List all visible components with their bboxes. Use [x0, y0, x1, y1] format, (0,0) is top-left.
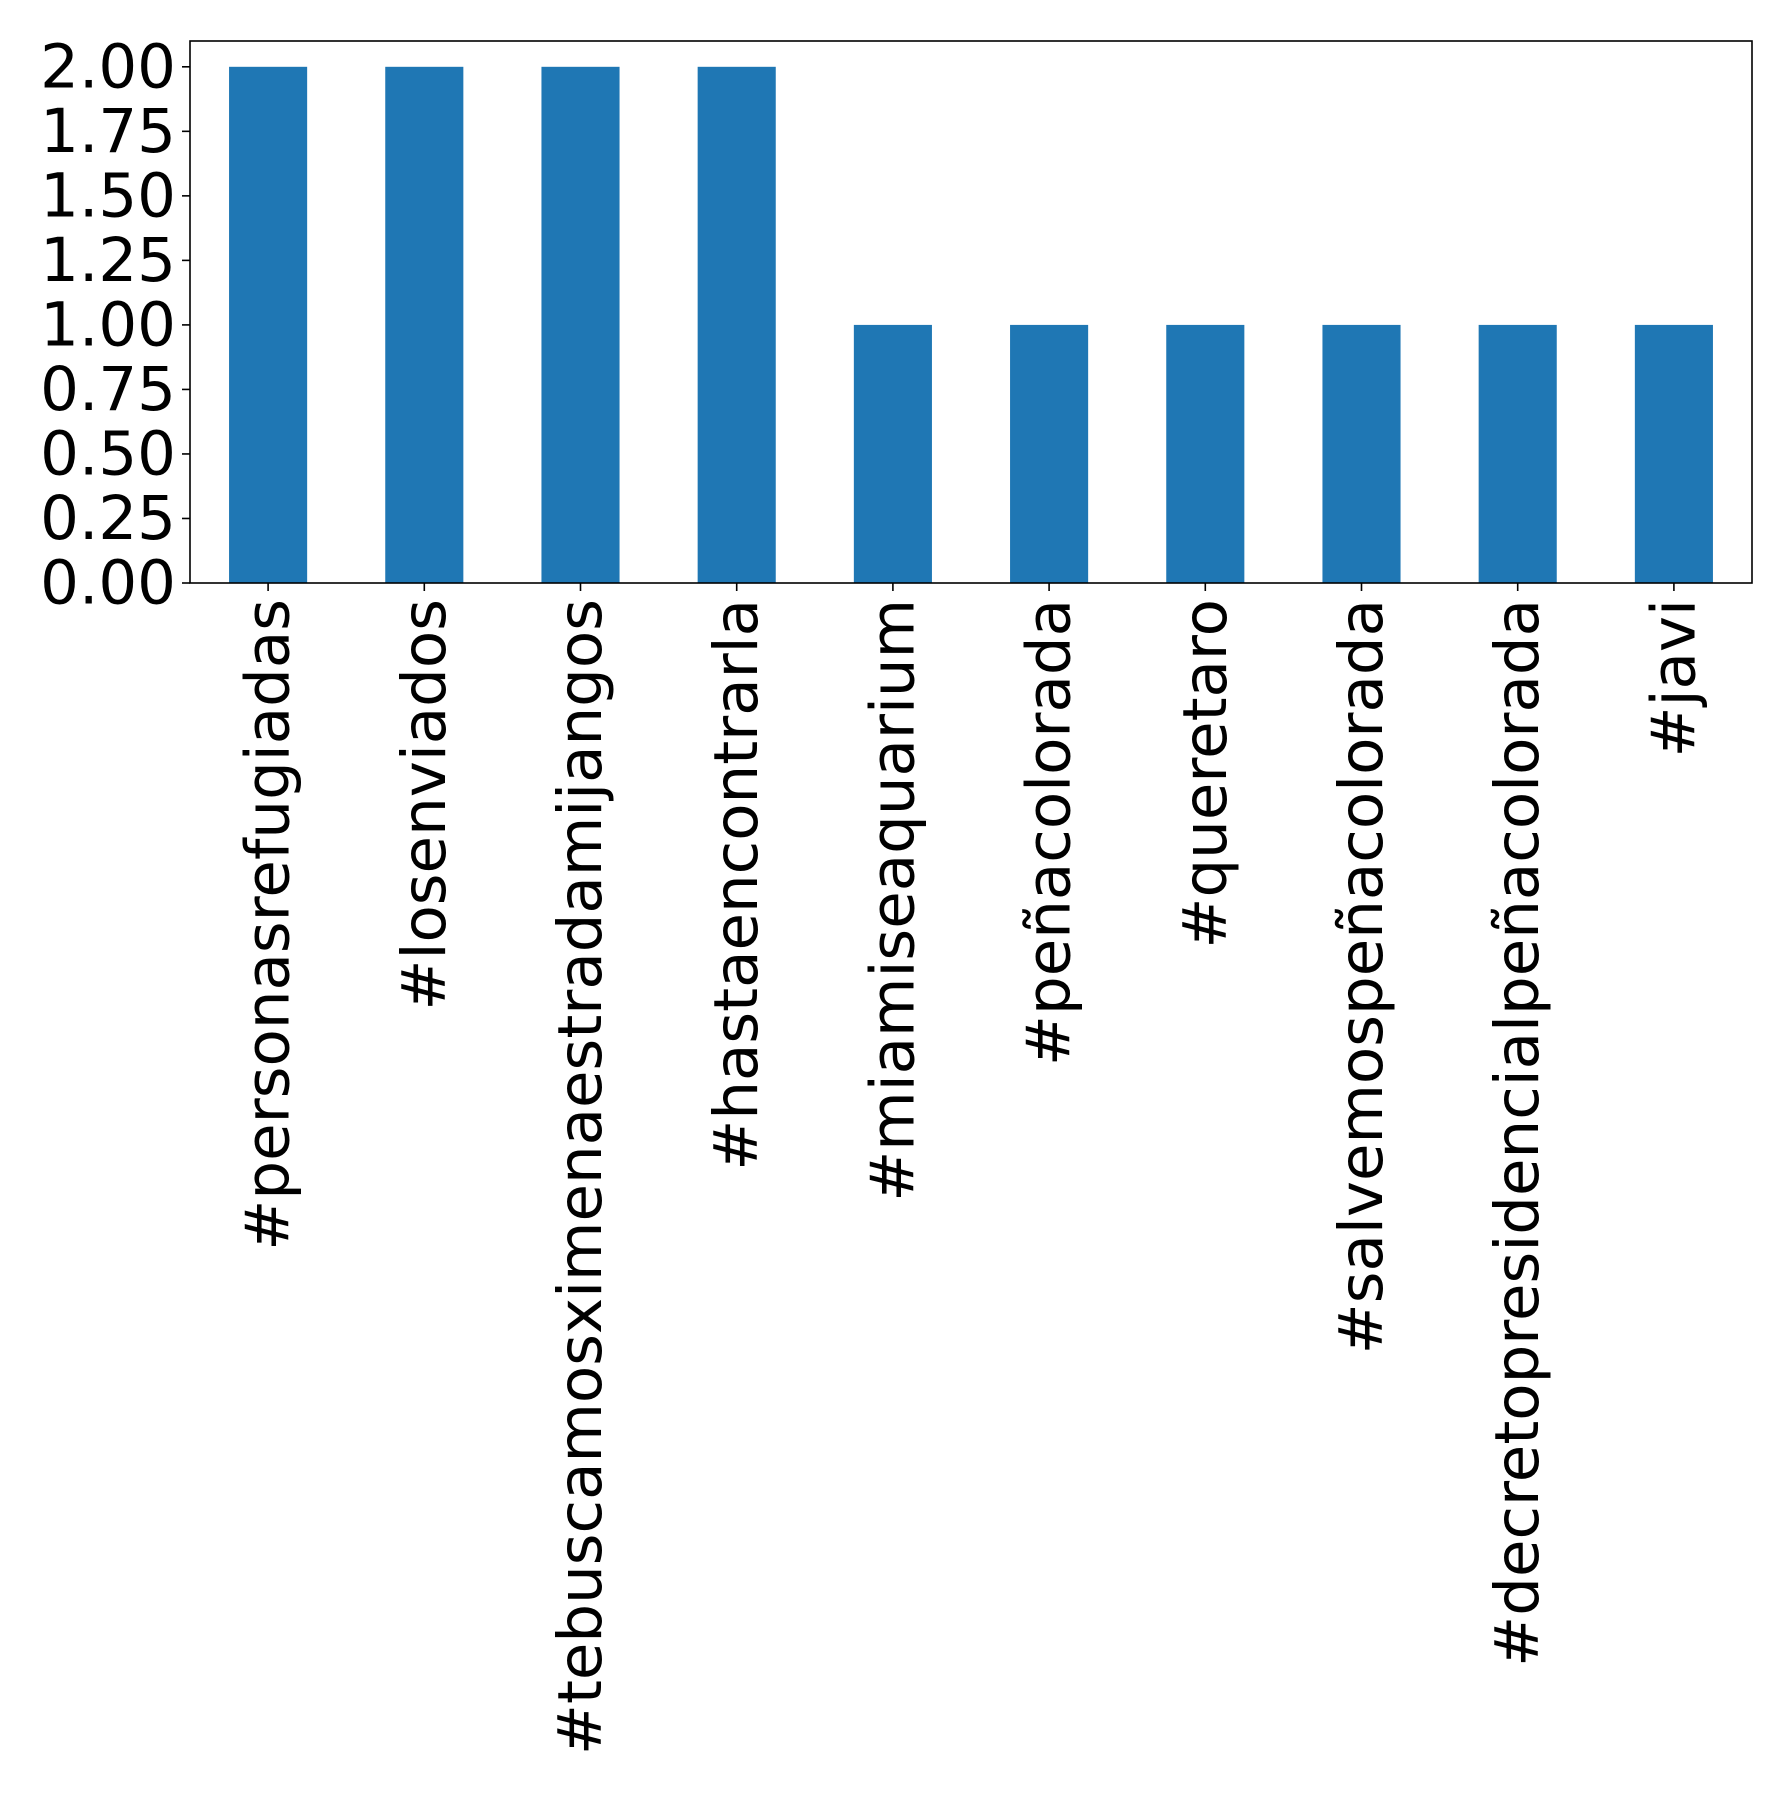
- y-tick-label-4: 1.00: [40, 289, 176, 360]
- y-tick-label-6: 1.50: [40, 160, 176, 231]
- x-tick-label-0: #personasrefugiadas: [233, 599, 304, 1251]
- y-tick-label-7: 1.75: [40, 96, 176, 167]
- x-tick-label-6: #queretaro: [1170, 599, 1241, 949]
- x-tick-label-9: #javi: [1638, 599, 1709, 758]
- y-tick-label-2: 0.50: [40, 418, 176, 489]
- bar-8: [1478, 324, 1557, 583]
- bar-3: [697, 66, 776, 584]
- bar-4: [853, 324, 932, 583]
- x-tick-label-3: #hastaencontrarla: [701, 599, 772, 1171]
- bar-1: [385, 66, 464, 584]
- bar-5: [1010, 324, 1089, 583]
- x-tick-label-8: #decretopresidencialpeñacolorada: [1482, 599, 1553, 1667]
- x-tick-label-1: #losenviados: [389, 599, 460, 1011]
- plot-frame: [189, 40, 1753, 584]
- y-axis: 0.000.250.500.751.001.251.501.752.00: [40, 31, 190, 619]
- x-tick-label-7: #salvemospeñacolorada: [1326, 599, 1397, 1354]
- bar-9: [1634, 324, 1713, 583]
- x-tick-label-5: #peñacolorada: [1014, 599, 1085, 1066]
- x-axis: #personasrefugiadas #losenviados #tebuscam…: [233, 583, 1709, 1755]
- y-tick-label-3: 0.75: [40, 354, 176, 425]
- bar-6: [1166, 324, 1245, 583]
- x-tick-label-2: #tebuscamosximenaestradamijangos: [545, 599, 616, 1755]
- y-tick-label-1: 0.25: [40, 483, 176, 554]
- bar-0: [229, 66, 308, 584]
- bar-7: [1322, 324, 1401, 583]
- x-tick-label-4: #miamiseaquarium: [857, 599, 928, 1202]
- y-tick-label-5: 1.25: [40, 225, 176, 296]
- y-tick-label-0: 0.00: [40, 548, 176, 619]
- bar-2: [541, 66, 620, 584]
- y-tick-label-8: 2.00: [40, 31, 176, 102]
- bars-layer: [229, 66, 1713, 584]
